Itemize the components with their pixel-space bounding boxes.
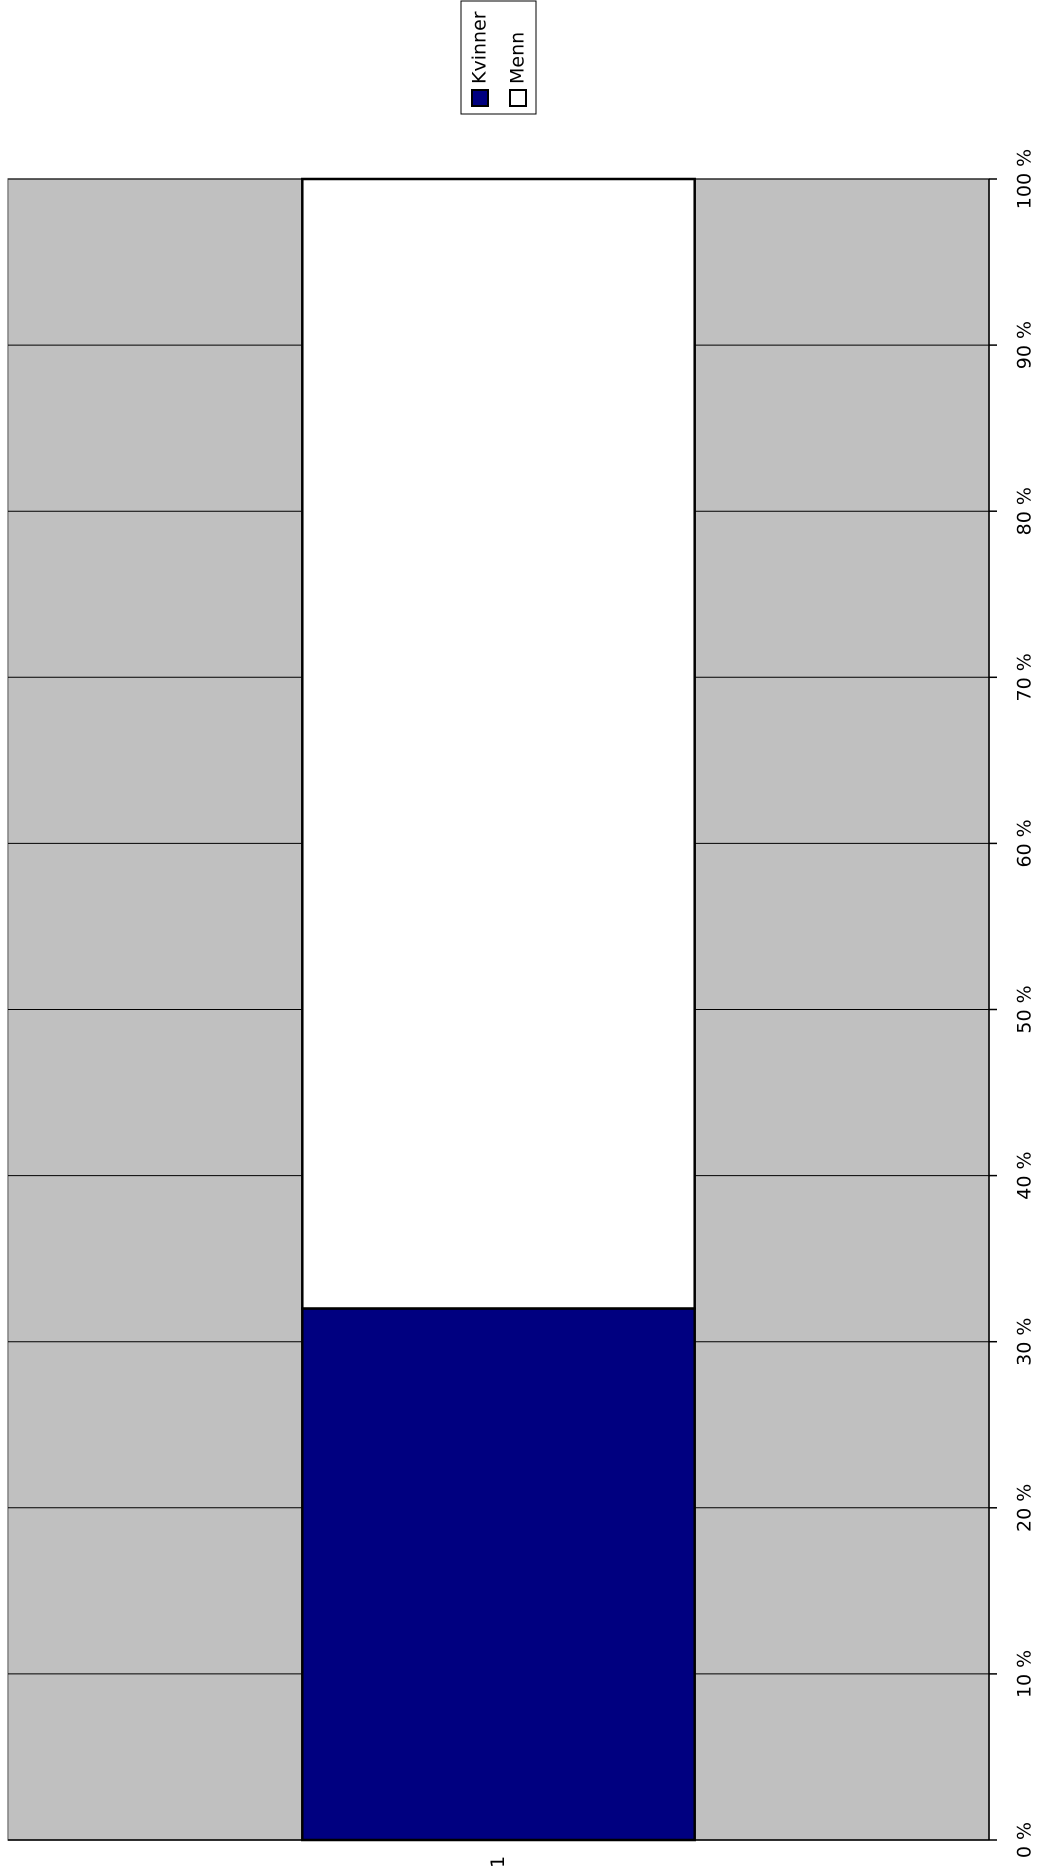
- legend-swatch: [509, 89, 527, 107]
- bar-segment: [301, 1307, 696, 1842]
- y-tick-label: 100 %: [1014, 149, 1036, 209]
- y-tick-label: 70 %: [1014, 653, 1036, 701]
- bar-segment: [301, 177, 696, 1310]
- x-tick-label: 1: [487, 1856, 509, 1868]
- y-tick-label: 50 %: [1014, 985, 1036, 1033]
- y-tick-label: 10 %: [1014, 1650, 1036, 1698]
- y-tick-label: 40 %: [1014, 1151, 1036, 1199]
- legend-label: Menn: [507, 32, 529, 84]
- legend-swatch: [471, 89, 489, 107]
- y-tick-label: 0 %: [1014, 1822, 1036, 1858]
- y-tick-label: 30 %: [1014, 1318, 1036, 1366]
- y-tick-label: 60 %: [1014, 819, 1036, 867]
- y-tick-label: 80 %: [1014, 487, 1036, 535]
- y-tick-label: 20 %: [1014, 1484, 1036, 1532]
- y-tick-label: 90 %: [1014, 321, 1036, 369]
- legend-label: Kvinner: [469, 11, 491, 84]
